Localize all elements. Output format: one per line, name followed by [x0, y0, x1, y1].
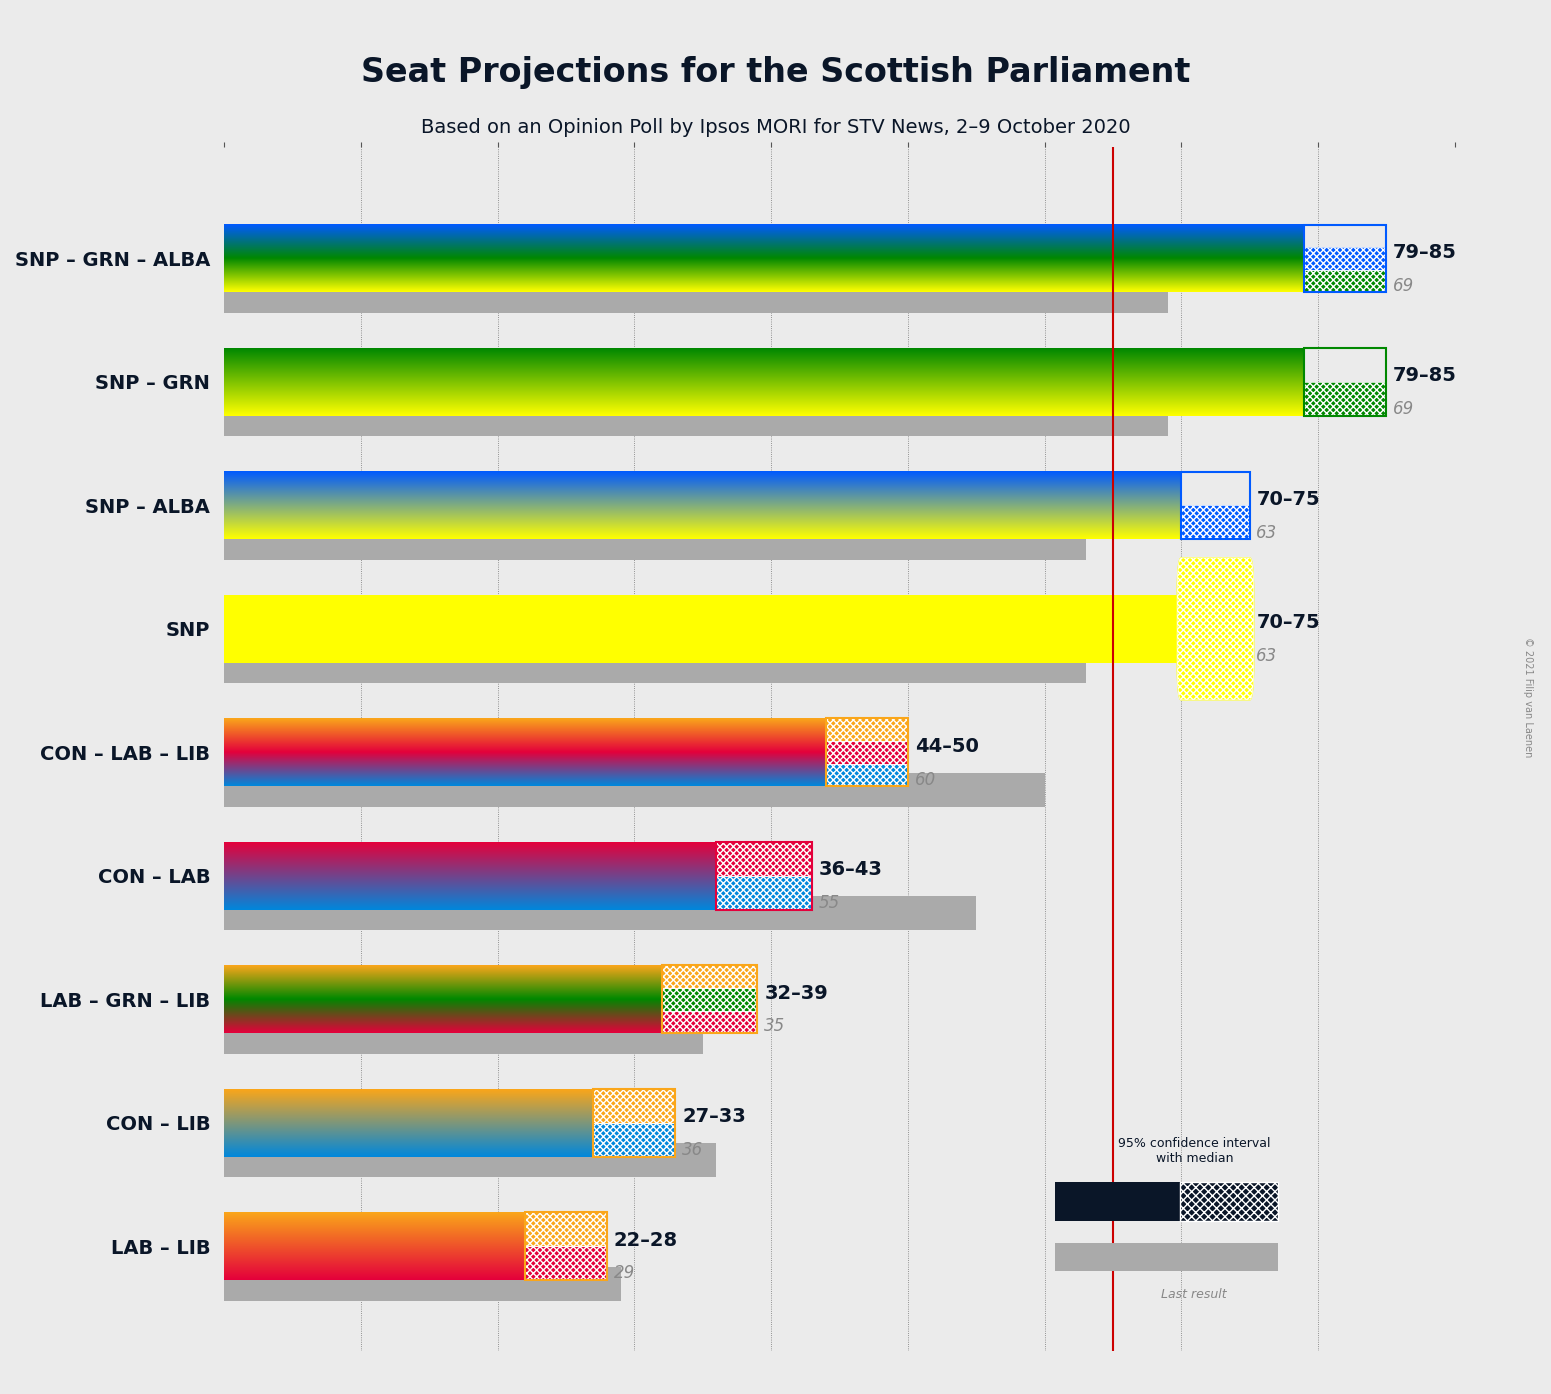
- Bar: [225, 279, 1168, 312]
- Bar: [825, 742, 907, 764]
- Bar: [594, 1089, 675, 1122]
- Bar: [825, 764, 907, 786]
- Text: Last result: Last result: [1162, 1288, 1227, 1301]
- Bar: [825, 718, 907, 742]
- Bar: [1304, 270, 1387, 293]
- Bar: [526, 1213, 606, 1246]
- Text: 95% confidence interval
with median: 95% confidence interval with median: [1118, 1138, 1270, 1165]
- Text: 69: 69: [1393, 400, 1415, 418]
- Bar: [1304, 224, 1387, 293]
- Text: 63: 63: [1256, 524, 1278, 542]
- Bar: [662, 965, 757, 1033]
- Text: 70–75: 70–75: [1256, 613, 1320, 633]
- Bar: [594, 1122, 675, 1157]
- Bar: [1304, 270, 1387, 293]
- Bar: [1304, 247, 1387, 270]
- Bar: [662, 965, 757, 988]
- Bar: [526, 1246, 606, 1280]
- Bar: [825, 764, 907, 786]
- Bar: [1055, 1243, 1278, 1271]
- Bar: [825, 718, 907, 786]
- Bar: [662, 988, 757, 1011]
- Bar: [1182, 506, 1250, 539]
- Bar: [225, 1143, 717, 1177]
- Text: 35: 35: [765, 1018, 785, 1036]
- Bar: [662, 1011, 757, 1033]
- Bar: [526, 1213, 606, 1280]
- Text: 63: 63: [1256, 647, 1278, 665]
- Text: 60: 60: [915, 771, 935, 789]
- Text: 79–85: 79–85: [1393, 367, 1456, 385]
- Bar: [526, 1213, 606, 1246]
- Bar: [594, 1089, 675, 1122]
- Text: 70–75: 70–75: [1256, 489, 1320, 509]
- Bar: [225, 595, 1182, 664]
- Bar: [1304, 247, 1387, 270]
- Bar: [717, 842, 813, 875]
- Bar: [825, 718, 907, 742]
- Text: 36: 36: [682, 1140, 704, 1158]
- Bar: [1180, 1182, 1278, 1221]
- Text: 27–33: 27–33: [682, 1107, 746, 1126]
- Bar: [225, 526, 1086, 560]
- Bar: [1304, 382, 1387, 415]
- Bar: [825, 742, 907, 764]
- Bar: [225, 650, 1086, 683]
- Bar: [526, 1246, 606, 1280]
- Text: 22–28: 22–28: [614, 1231, 678, 1249]
- Bar: [225, 1019, 703, 1054]
- Text: 55: 55: [819, 894, 841, 912]
- Bar: [594, 1089, 675, 1157]
- Text: 69: 69: [1393, 276, 1415, 294]
- Bar: [1055, 1182, 1180, 1221]
- Text: 29: 29: [614, 1264, 636, 1282]
- Text: 44–50: 44–50: [915, 736, 979, 756]
- Bar: [717, 842, 813, 910]
- Bar: [717, 875, 813, 910]
- FancyBboxPatch shape: [1177, 558, 1253, 700]
- Bar: [225, 772, 1044, 807]
- Bar: [594, 1122, 675, 1157]
- Bar: [225, 403, 1168, 436]
- Bar: [662, 988, 757, 1011]
- Bar: [225, 896, 976, 930]
- Text: Based on an Opinion Poll by Ipsos MORI for STV News, 2–9 October 2020: Based on an Opinion Poll by Ipsos MORI f…: [420, 118, 1131, 138]
- Bar: [662, 965, 757, 988]
- Bar: [717, 842, 813, 875]
- Bar: [662, 1011, 757, 1033]
- Bar: [1304, 348, 1387, 415]
- Bar: [225, 1267, 620, 1301]
- Text: © 2021 Filip van Laenen: © 2021 Filip van Laenen: [1523, 637, 1532, 757]
- Text: 32–39: 32–39: [765, 984, 828, 1002]
- Text: Seat Projections for the Scottish Parliament: Seat Projections for the Scottish Parlia…: [361, 56, 1190, 89]
- Bar: [1182, 506, 1250, 539]
- Bar: [1182, 471, 1250, 539]
- Text: 36–43: 36–43: [819, 860, 883, 880]
- Text: 79–85: 79–85: [1393, 243, 1456, 262]
- Bar: [717, 875, 813, 910]
- Bar: [1304, 382, 1387, 415]
